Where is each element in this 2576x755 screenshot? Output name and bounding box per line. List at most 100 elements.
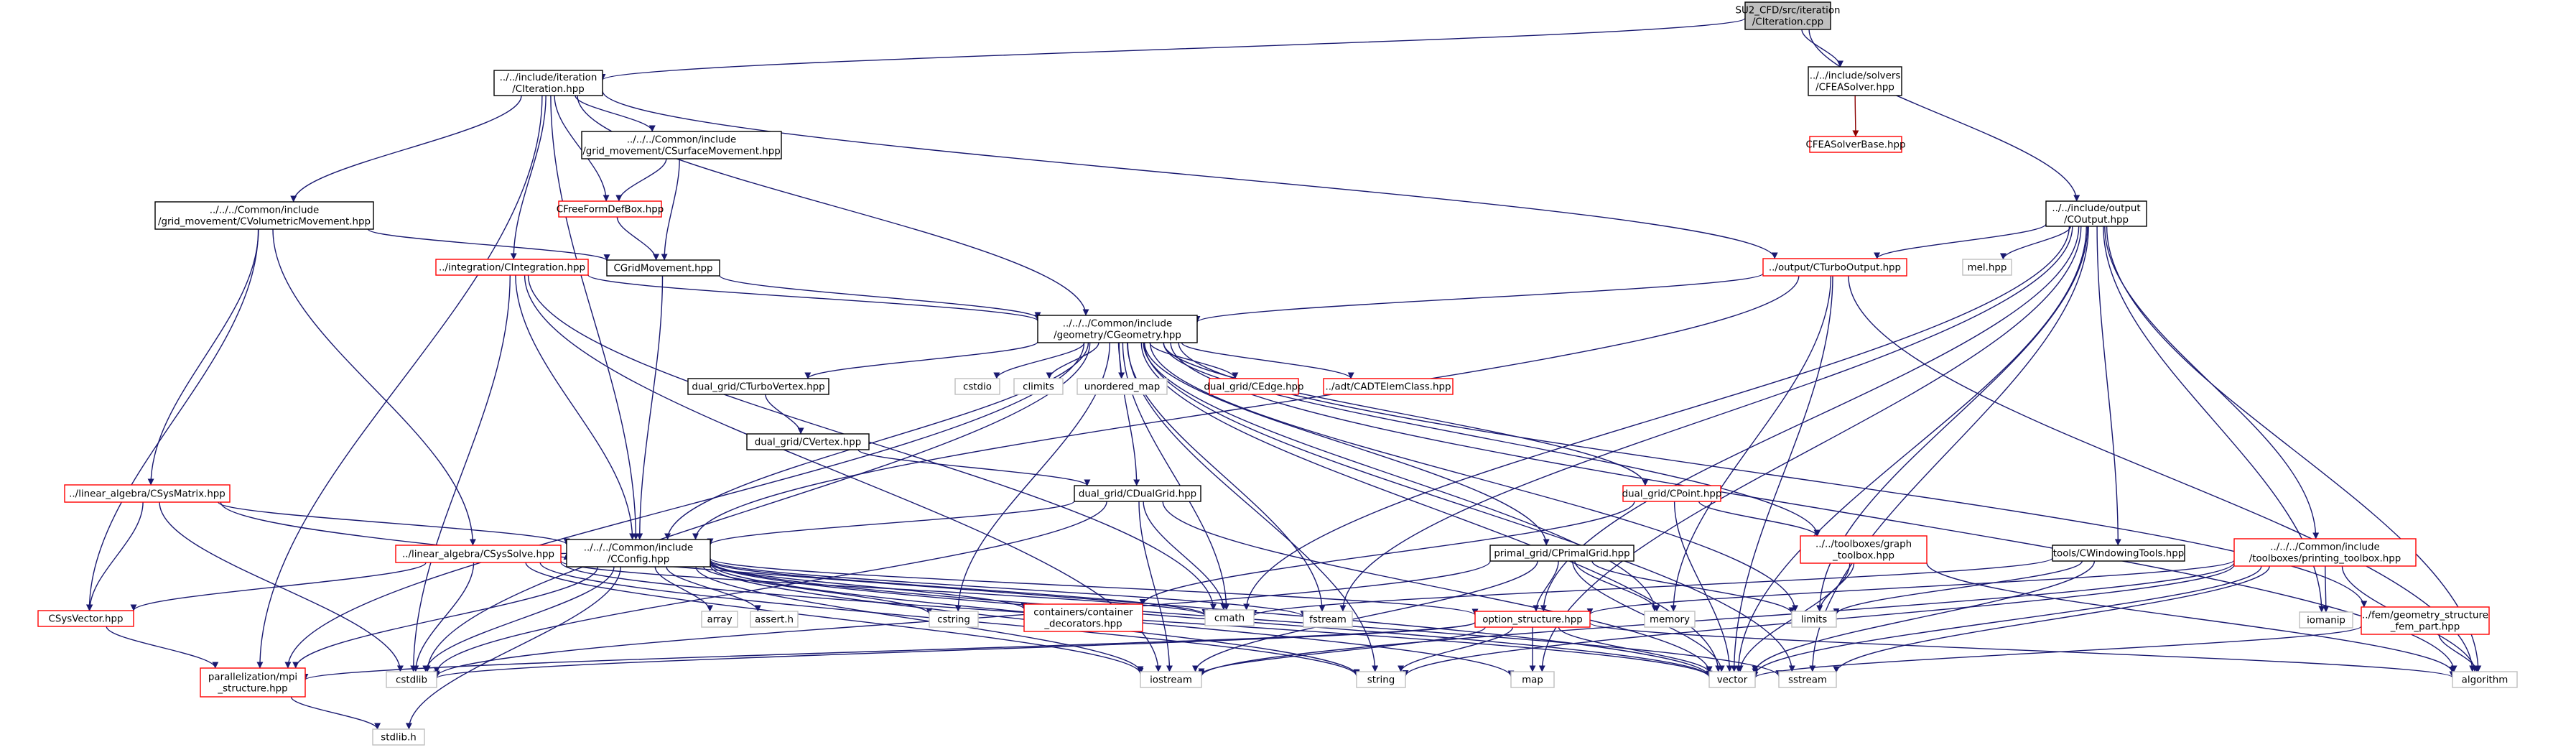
edge-cinteg-to-cconfig <box>515 274 636 540</box>
node-box <box>746 433 870 450</box>
node-label: dual_grid/CPoint.hpp <box>1622 489 1722 500</box>
edge-citer-to-cconfig <box>550 95 639 540</box>
edge-coutput-to-cturbooutput <box>1874 223 2047 259</box>
node-containers[interactable]: containers/container_decorators.hpp <box>1023 603 1143 632</box>
node-cfeasolverbase[interactable]: CFEASolverBase.hpp <box>1805 136 1906 153</box>
node-cconfig[interactable]: ../../../Common/include/CConfig.hpp <box>566 539 711 568</box>
edge-cconfig-to-cstring <box>703 566 933 615</box>
node-cdualgrid[interactable]: dual_grid/CDualGrid.hpp <box>1074 485 1201 502</box>
node-box <box>395 545 562 563</box>
edge-cconfig-to-cmath <box>710 560 1209 616</box>
node-label: ../../../Common/include <box>627 135 736 146</box>
edge-citer-to-cturbooutput <box>602 91 1778 259</box>
edge-optstruct-to-string <box>1398 626 1514 672</box>
edge-cprimalgrid-to-optstruct <box>1533 560 1559 612</box>
edge-cdualgrid-to-iostream <box>1138 501 1173 672</box>
edge-cvol-to-cgridmov <box>367 228 610 261</box>
edge-citer-to-cinteg <box>510 95 547 260</box>
node-cedge[interactable]: dual_grid/CEdge.hpp <box>1204 378 1304 395</box>
node-label: /toolboxes/printing_toolbox.hpp <box>2249 554 2401 565</box>
edge-cgeom-to-cprimalgrid <box>1144 342 1550 546</box>
edge-cprimalgrid-to-limits <box>1591 560 1795 614</box>
node-optstruct[interactable]: option_structure.hpp <box>1474 611 1591 628</box>
node-label: limits <box>1801 615 1827 626</box>
edge-cpoint-to-vector <box>1673 501 1733 672</box>
node-label: mel.hpp <box>1968 263 2007 274</box>
edge-coutput-to-cwindowing <box>2096 226 2121 546</box>
node-label: ../adt/CADTElemClass.hpp <box>1326 382 1451 393</box>
node-label: /grid_movement/CSurfaceMovement.hpp <box>582 147 780 157</box>
node-box <box>2045 200 2147 227</box>
edge-cffd-to-cgridmov <box>616 216 660 261</box>
node-printtoolbox[interactable]: ../../../Common/include/toolboxes/printi… <box>2233 538 2417 567</box>
node-label: string <box>1367 675 1395 686</box>
edge-csysvector-to-parallel <box>106 626 219 669</box>
node-cadt[interactable]: ../adt/CADTElemClass.hpp <box>1323 378 1454 395</box>
node-cwindowing[interactable]: tools/CWindowingTools.hpp <box>2052 545 2185 562</box>
edge-coutput-to-sstream <box>1809 226 2089 672</box>
node-cgridmov[interactable]: CGridMovement.hpp <box>606 259 720 277</box>
node-label: CFreeFormDefBox.hpp <box>557 205 664 216</box>
node-cfeasolver[interactable]: ../../include/solvers/CFEASolver.hpp <box>1808 66 1902 96</box>
edge-cconfig-to-array <box>654 566 713 612</box>
edge-optstruct-to-parallel <box>302 621 1476 681</box>
node-femgeom[interactable]: ../fem/geometry_structure_fem_part.hpp <box>2361 606 2490 635</box>
edge-cgeom-to-memory <box>1143 342 1658 612</box>
node-label: ../../toolboxes/graph <box>1815 539 1912 550</box>
node-label: /CIteration.cpp <box>1752 17 1823 28</box>
node-box <box>1140 671 1202 688</box>
node-label: containers/container <box>1033 608 1133 619</box>
node-cgeom[interactable]: ../../../Common/include/geometry/CGeomet… <box>1037 315 1198 343</box>
node-cturbovertex[interactable]: dual_grid/CTurboVertex.hpp <box>687 378 829 395</box>
node-citer[interactable]: ../../include/iteration/CIteration.hpp <box>493 70 603 96</box>
node-cinteg[interactable]: ../integration/CIntegration.hpp <box>435 259 589 276</box>
edge-cgeom-to-graphtoolbox <box>1163 342 1821 537</box>
node-label: vector <box>1717 675 1748 686</box>
node-label: ../linear_algebra/CSysMatrix.hpp <box>69 489 225 500</box>
edge-optstruct-to-vector <box>1558 626 1713 673</box>
edge-cvol-to-csysvector <box>85 228 259 611</box>
edge-csurf-to-cffd <box>615 158 667 202</box>
node-asserth: assert.h <box>750 611 799 628</box>
node-box <box>1209 378 1299 395</box>
node-limits: limits <box>1791 611 1837 628</box>
node-box <box>1037 315 1198 343</box>
node-cpoint[interactable]: dual_grid/CPoint.hpp <box>1622 485 1722 502</box>
node-csurf[interactable]: ../../../Common/include/grid_movement/CS… <box>581 131 782 159</box>
node-box <box>750 611 799 628</box>
node-graphtoolbox[interactable]: ../../toolboxes/graph_toolbox.hpp <box>1800 535 1928 564</box>
node-box <box>954 378 1000 395</box>
node-label: CGridMovement.hpp <box>613 264 712 274</box>
node-cturbooutput[interactable]: ../output/CTurboOutput.hpp <box>1762 258 1907 277</box>
edge-printtoolbox-to-sstream <box>1833 565 2270 673</box>
edge-cpoint-to-graphtoolbox <box>1698 501 1821 537</box>
edge-cgeom-to-sstream <box>1143 342 1795 672</box>
node-coutput[interactable]: ../../include/output/COutput.hpp <box>2045 200 2147 227</box>
node-box <box>581 131 782 159</box>
node-box <box>435 259 589 276</box>
node-label: climits <box>1023 382 1054 393</box>
node-box <box>1762 258 1907 277</box>
node-label: memory <box>1650 615 1690 626</box>
node-cprimalgrid[interactable]: primal_grid/CPrimalGrid.hpp <box>1489 545 1635 562</box>
node-root: SU2_CFD/src/iteration/CIteration.cpp <box>1735 1 1841 30</box>
node-vector: vector <box>1708 671 1756 688</box>
node-cffd[interactable]: CFreeFormDefBox.hpp <box>557 200 664 218</box>
node-box <box>2452 671 2518 688</box>
node-climits: climits <box>1013 378 1064 395</box>
node-label: ../../include/solvers <box>1810 71 1901 82</box>
node-csysmatrix[interactable]: ../linear_algebra/CSysMatrix.hpp <box>64 484 231 503</box>
node-label: map <box>1522 675 1543 686</box>
node-label: /geometry/CGeometry.hpp <box>1054 330 1181 341</box>
edge-cdualgrid-to-cconfig <box>707 500 1075 545</box>
node-memory: memory <box>1644 611 1696 628</box>
node-cvertex[interactable]: dual_grid/CVertex.hpp <box>746 433 870 450</box>
node-cvol[interactable]: ../../../Common/include/grid_movement/CV… <box>154 201 374 230</box>
edge-csysmatrix-to-csysvector <box>86 501 144 611</box>
node-label: ../linear_algebra/CSysSolve.hpp <box>402 550 554 560</box>
node-csyssolve[interactable]: ../linear_algebra/CSysSolve.hpp <box>395 545 562 563</box>
node-box <box>37 610 134 627</box>
node-parallel[interactable]: parallelization/mpi_structure.hpp <box>200 667 306 698</box>
node-csysvector[interactable]: CSysVector.hpp <box>37 610 134 627</box>
node-sstream: sstream <box>1778 671 1837 688</box>
